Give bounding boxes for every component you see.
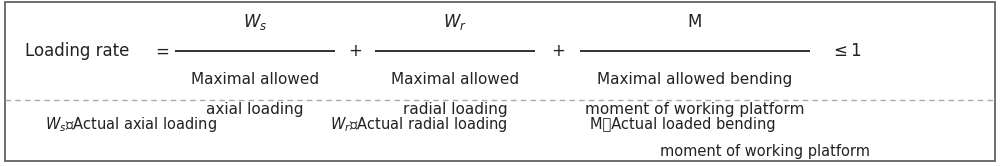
Text: $\leq$1: $\leq$1	[830, 42, 862, 60]
Text: moment of working platform: moment of working platform	[660, 144, 870, 159]
Text: radial loading: radial loading	[403, 102, 507, 117]
Text: axial loading: axial loading	[206, 102, 304, 117]
Text: Loading rate: Loading rate	[25, 42, 129, 60]
Text: Maximal allowed bending: Maximal allowed bending	[597, 72, 793, 87]
Text: M：Actual loaded bending: M：Actual loaded bending	[590, 117, 776, 132]
Text: Maximal allowed: Maximal allowed	[391, 72, 519, 87]
Text: +: +	[348, 42, 362, 60]
Text: $W_r$：Actual radial loading: $W_r$：Actual radial loading	[330, 115, 508, 134]
Text: moment of working platform: moment of working platform	[585, 102, 805, 117]
Text: $W_s$：Actual axial loading: $W_s$：Actual axial loading	[45, 115, 217, 134]
Text: $W_s$: $W_s$	[243, 12, 267, 32]
Text: $W_r$: $W_r$	[443, 12, 467, 32]
Text: =: =	[155, 42, 169, 60]
Text: Maximal allowed: Maximal allowed	[191, 72, 319, 87]
FancyBboxPatch shape	[5, 2, 995, 161]
Text: +: +	[551, 42, 565, 60]
Text: M: M	[688, 13, 702, 31]
